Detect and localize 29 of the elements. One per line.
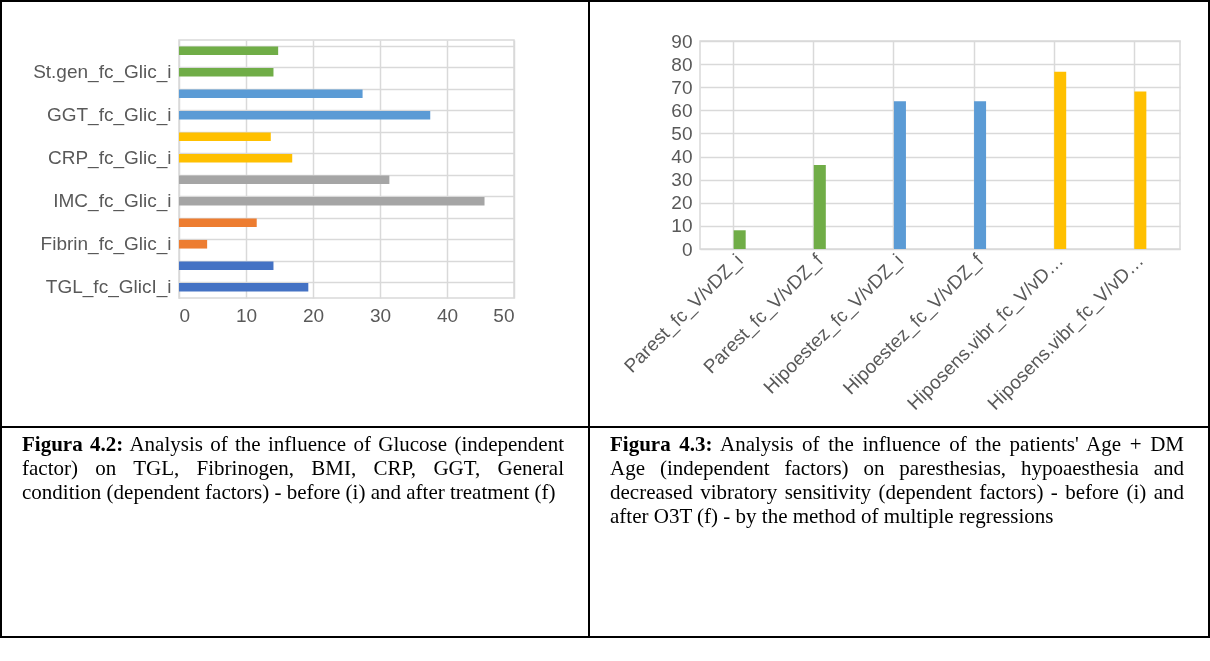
y-tick-label: Fibrin_fc_Glic_i: [40, 233, 172, 256]
y-tick-label: 70: [671, 76, 693, 98]
y-tick-label: IMC_fc_Glic_i: [53, 190, 172, 213]
text: Figura 4.3: Analysis of the influence of the patients' Age + DM Age (independent factors) on paresthesias, hypoaesthesia and decreased vibratory sensitivity (dependent factors) - before (i) and after O3T (f) - by the method of multiple regressions: [589, 427, 1209, 637]
x-tick-label: 0: [179, 304, 191, 326]
y-tick-label: TGL_fc_GlicI_i: [45, 276, 172, 299]
bar: [813, 165, 826, 249]
bar: [974, 101, 987, 249]
y-tick-label: 20: [671, 192, 693, 214]
y-tick-label: CRP_fc_Glic_i: [47, 147, 172, 170]
y-tick-label: GGT_fc_Glic_i: [46, 104, 172, 127]
x-tick-label: 30: [369, 304, 392, 326]
x-tick-label: 20: [302, 304, 325, 326]
bar: [1134, 91, 1147, 249]
x-tick-label: 10: [235, 304, 258, 326]
bar: [893, 101, 906, 249]
x-tick-label: 50: [493, 304, 515, 326]
y-tick-label: 90: [671, 30, 693, 52]
x-tick-label: 40: [436, 304, 459, 326]
y-tick-label: 10: [671, 215, 693, 237]
y-tick-label: 30: [671, 169, 693, 191]
y-tick-label: 60: [671, 99, 693, 121]
y-tick-label: St.gen_fc_Glic_i: [33, 61, 172, 84]
text: Figura 4.2: Analysis of the influence of Glucose (independent factor) on TGL, Fibrinogen, BMI, CRP, GGT, General condition (dependent factors) - before (i) and after treatment (f): [1, 427, 589, 637]
y-tick-label: 50: [671, 122, 693, 144]
y-tick-label: 80: [671, 53, 693, 75]
y-tick-label: 40: [671, 146, 693, 168]
bar: [733, 230, 746, 249]
bar: [1054, 71, 1067, 249]
